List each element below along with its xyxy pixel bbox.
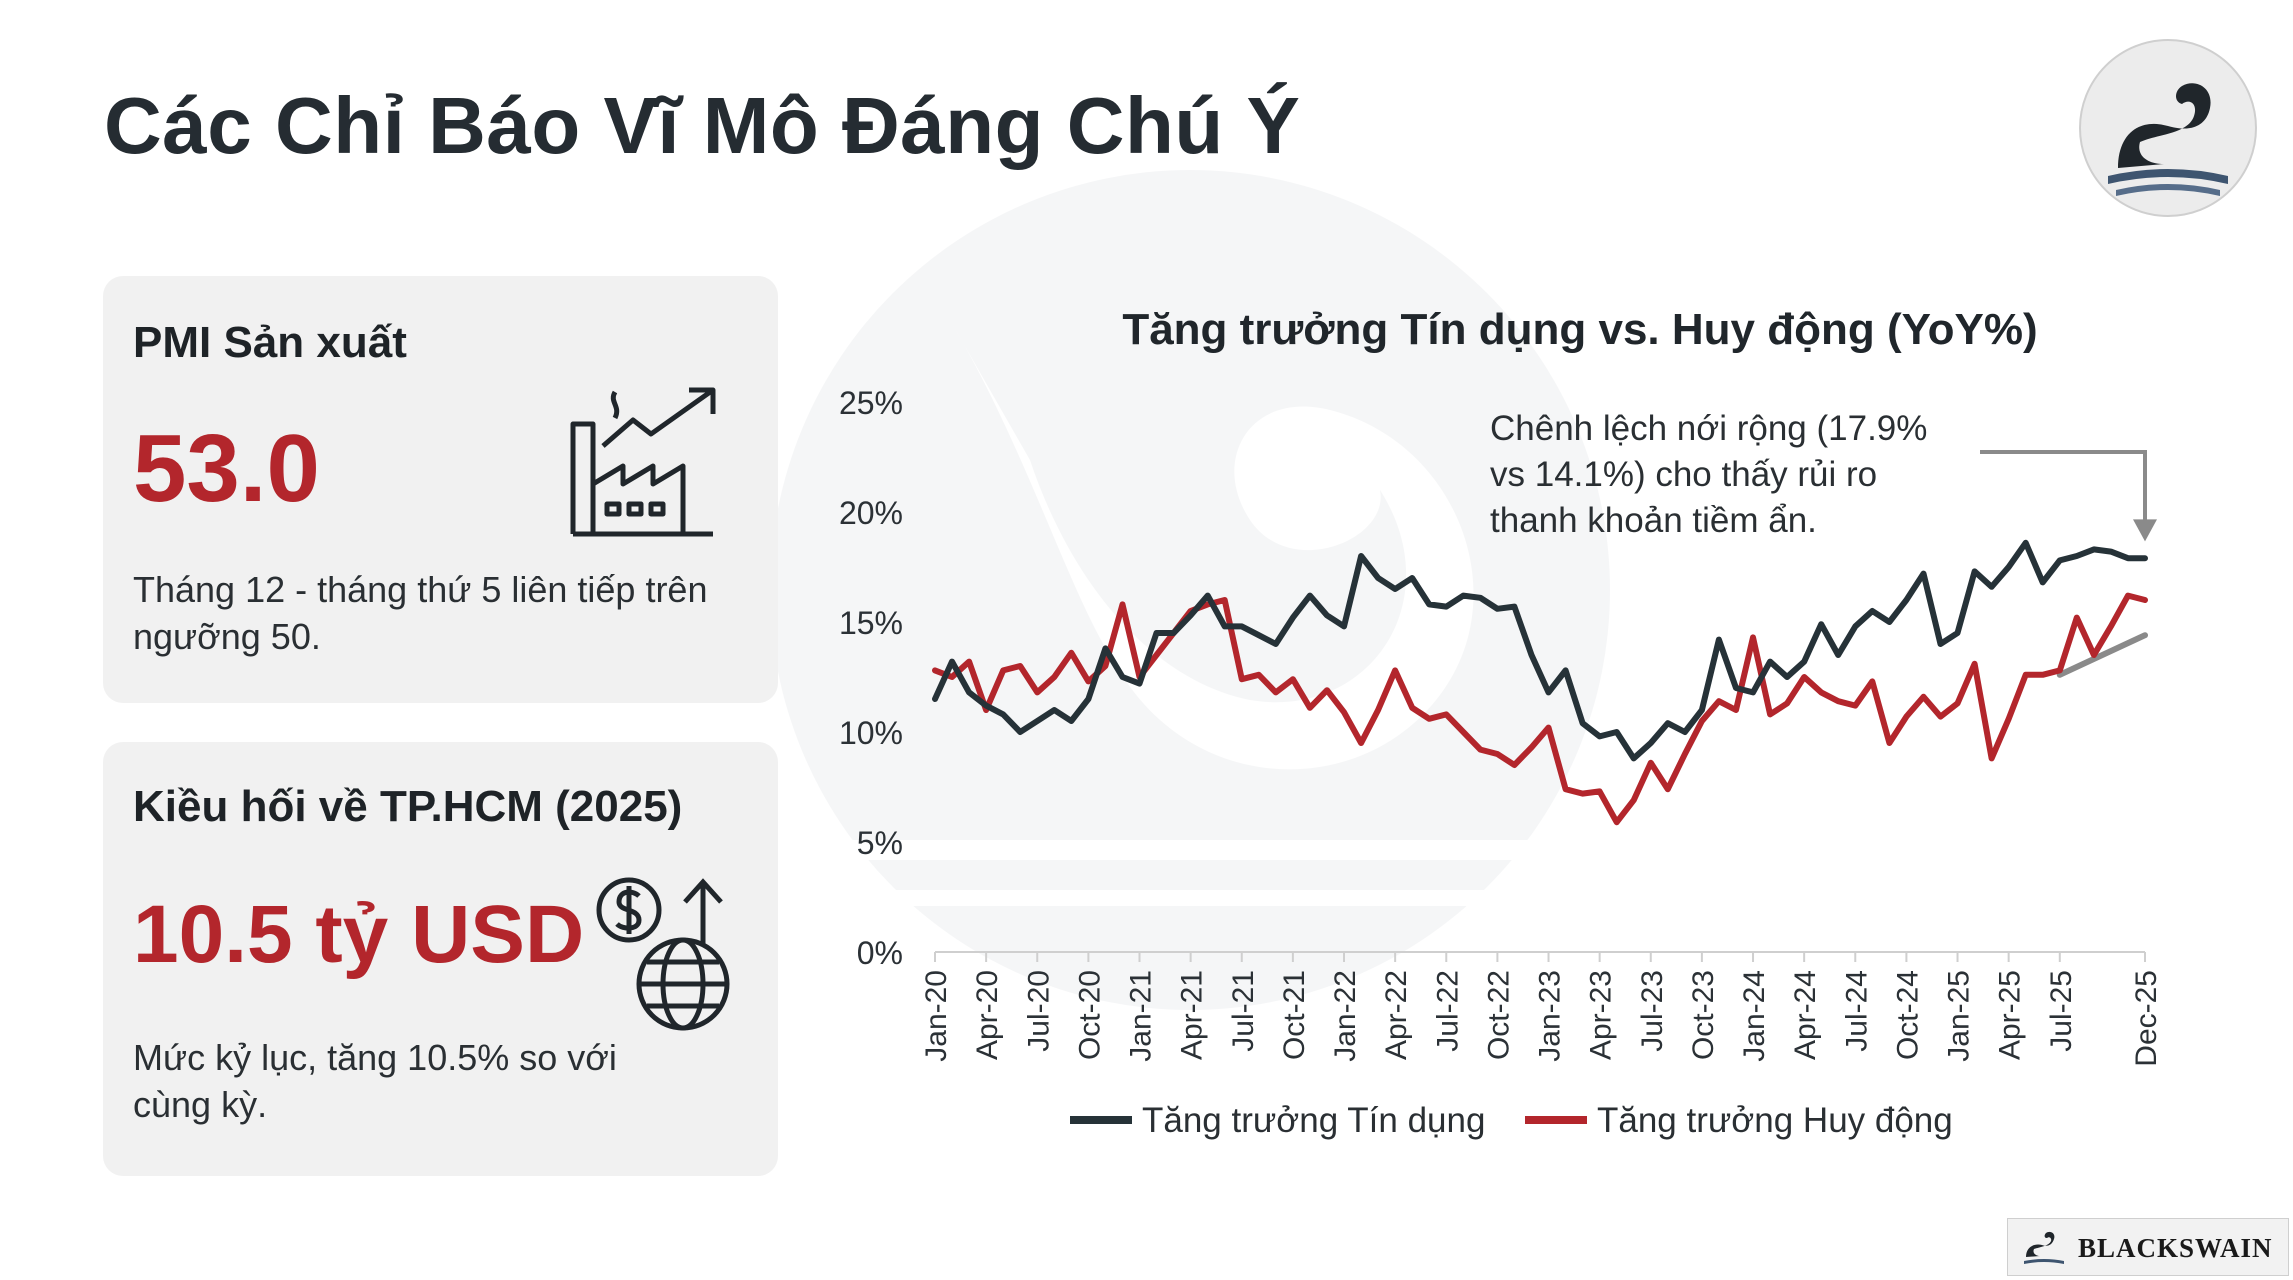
pmi-card: PMI Sản xuất 53.0 Tháng 12 - tháng thứ 5… <box>103 276 778 703</box>
x-tick-label: Jan-20 <box>920 970 953 1062</box>
remittance-note: Mức kỷ lục, tăng 10.5% so với cùng kỳ. <box>133 1037 617 1125</box>
x-tick-label: Apr-21 <box>1176 970 1209 1060</box>
y-tick-label: 25% <box>839 385 903 421</box>
chart-title: Tăng trưởng Tín dụng vs. Huy động (YoY%) <box>1122 305 2037 354</box>
x-tick-label: Apr-22 <box>1380 970 1413 1060</box>
x-tick-label: Oct-21 <box>1278 970 1311 1060</box>
y-tick-label: 5% <box>857 825 903 861</box>
series-line-deposit <box>932 592 2148 826</box>
y-tick-label: 15% <box>839 605 903 641</box>
x-tick-label: Jul-21 <box>1227 970 1260 1052</box>
annotation-arrow-line <box>1980 450 2147 524</box>
x-tick-label: Jan-24 <box>1738 970 1771 1062</box>
x-tick-label: Jan-25 <box>1943 970 1976 1062</box>
annotation-arrow-head <box>2133 519 2157 542</box>
x-tick-label: Jul-20 <box>1022 970 1055 1052</box>
y-tick-label: 20% <box>839 495 903 531</box>
legend-label: Tăng trưởng Tín dụng <box>1142 1101 1485 1140</box>
legend-label: Tăng trưởng Huy động <box>1597 1101 1953 1140</box>
x-tick-label: Dec-25 <box>2130 970 2163 1067</box>
x-tick-label: Apr-23 <box>1585 970 1618 1060</box>
credit-vs-deposit-chart: Tăng trưởng Tín dụng vs. Huy động (YoY%)… <box>839 305 2163 1140</box>
x-tick-label: Jan-22 <box>1329 970 1362 1062</box>
y-tick-label: 10% <box>839 715 903 751</box>
footer-brand-badge: BLACKSWAIN <box>2007 1218 2289 1276</box>
pmi-value: 53.0 <box>133 415 320 522</box>
series-line-credit <box>932 539 2148 762</box>
annotation-text: vs 14.1%) cho thấy rủi ro <box>1490 455 1877 494</box>
x-tick-label: Oct-20 <box>1073 970 1106 1060</box>
swan-watermark <box>770 170 1610 1010</box>
pmi-note: Tháng 12 - tháng thứ 5 liên tiếp trên ng… <box>133 569 708 657</box>
remittance-value: 10.5 tỷ USD <box>133 889 585 980</box>
annotation-text: thanh khoản tiềm ẩn. <box>1490 501 1817 540</box>
x-tick-label: Jul-22 <box>1431 970 1464 1052</box>
x-tick-label: Jan-21 <box>1125 970 1158 1062</box>
x-tick-label: Oct-22 <box>1482 970 1515 1060</box>
globe-dollar-icon <box>596 877 730 1031</box>
x-tick-label: Apr-20 <box>971 970 1004 1060</box>
remittance-card: Kiều hối về TP.HCM (2025) 10.5 tỷ USD Mứ… <box>103 742 778 1176</box>
swan-icon <box>2024 1231 2064 1264</box>
x-tick-label: Apr-25 <box>1994 970 2027 1060</box>
x-tick-label: Jul-24 <box>1840 970 1873 1052</box>
factory-growth-icon <box>570 387 716 537</box>
trend-line <box>2056 632 2148 678</box>
page-title: Các Chỉ Báo Vĩ Mô Đáng Chú Ý <box>104 81 1301 170</box>
x-tick-label: Apr-24 <box>1789 970 1822 1060</box>
footer-brand-text: BLACKSWAIN <box>2078 1233 2273 1263</box>
x-tick-label: Oct-24 <box>1891 970 1924 1060</box>
pmi-card-title: PMI Sản xuất <box>133 318 407 367</box>
y-tick-label: 0% <box>857 935 903 971</box>
x-tick-label: Jul-25 <box>2045 970 2078 1052</box>
x-tick-label: Jul-23 <box>1636 970 1669 1052</box>
blackswain-logo <box>2079 39 2257 217</box>
x-tick-label: Jan-23 <box>1534 970 1567 1062</box>
annotation-text: Chênh lệch nới rộng (17.9% <box>1490 409 1927 448</box>
remittance-card-title: Kiều hối về TP.HCM (2025) <box>133 782 683 831</box>
x-tick-label: Oct-23 <box>1687 970 1720 1060</box>
